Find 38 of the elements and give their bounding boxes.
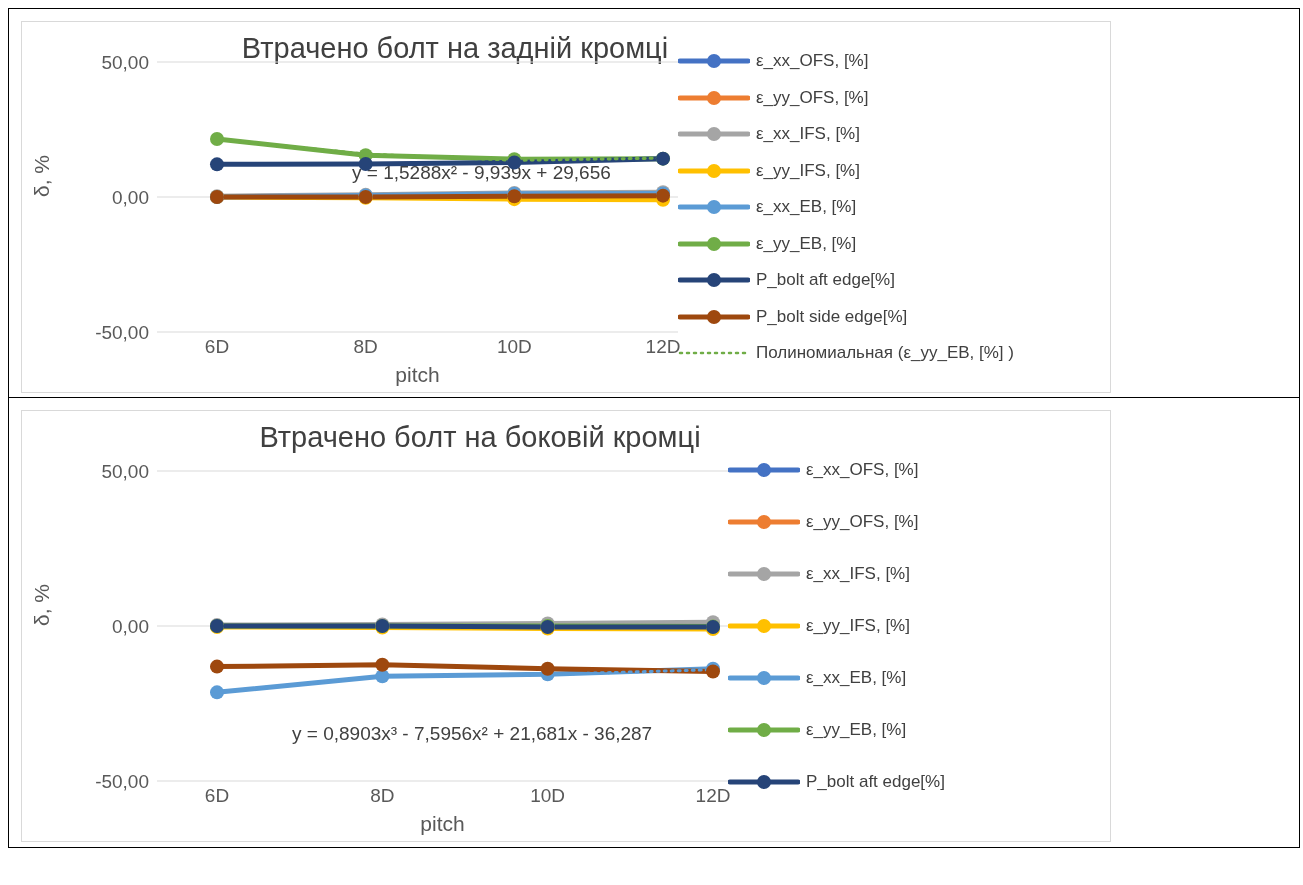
y-axis-title: δ, % xyxy=(30,583,54,626)
y-tick-label: 0,00 xyxy=(112,615,149,637)
legend-label: Полиномиальная (ε_yy_EB, [%] ) xyxy=(756,343,1014,363)
y-tick-label: 50,00 xyxy=(101,460,149,482)
x-axis-title: pitch xyxy=(395,363,440,386)
x-tick-label: 8D xyxy=(353,336,378,358)
x-tick-label: 10D xyxy=(530,785,566,807)
chart-title: Втрачено болт на задній кромці xyxy=(241,32,669,64)
legend-label: ε_yy_OFS, [%] xyxy=(806,512,919,532)
legend-label: ε_xx_EB, [%] xyxy=(806,668,907,688)
legend-label: ε_xx_IFS, [%] xyxy=(806,564,910,584)
y-axis-title: δ, % xyxy=(30,154,54,197)
legend-label: ε_xx_IFS, [%] xyxy=(756,124,860,144)
legend-label: ε_xx_OFS, [%] xyxy=(756,51,869,71)
y-tick-label: -50,00 xyxy=(95,321,149,343)
chart-title: Втрачено болт на боковій кромці xyxy=(258,421,702,454)
legend-label: ε_yy_IFS, [%] xyxy=(806,616,910,636)
x-tick-label: 8D xyxy=(370,785,395,807)
x-tick-label: 12D xyxy=(695,785,731,807)
legend-label: ε_yy_EB, [%] xyxy=(806,720,907,740)
x-axis-title: pitch xyxy=(420,812,465,835)
y-tick-label: 0,00 xyxy=(112,186,149,208)
x-tick-label: 6D xyxy=(204,785,230,807)
y-tick-label: 50,00 xyxy=(101,51,149,73)
legend-label: ε_yy_EB, [%] xyxy=(756,233,857,254)
y-tick-label: -50,00 xyxy=(95,770,149,792)
annotation: y = 1,5288x² - 9,939x + 29,656 xyxy=(352,162,611,184)
legend-label: P_bolt side edge[%] xyxy=(756,306,908,327)
legend-label: P_bolt aft edge[%] xyxy=(806,772,945,792)
legend-label: ε_yy_OFS, [%] xyxy=(756,87,869,108)
annotation: y = 0,8903x³ - 7,5956x² + 21,681x - 36,287 xyxy=(292,723,653,745)
x-tick-label: 12D xyxy=(645,336,681,358)
x-tick-label: 10D xyxy=(496,336,532,358)
legend-label: ε_xx_EB, [%] xyxy=(756,197,857,217)
x-tick-label: 6D xyxy=(204,336,230,358)
legend-label: ε_xx_OFS, [%] xyxy=(806,460,919,480)
legend-label: P_bolt aft edge[%] xyxy=(756,270,895,290)
legend-label: ε_yy_IFS, [%] xyxy=(756,160,860,181)
